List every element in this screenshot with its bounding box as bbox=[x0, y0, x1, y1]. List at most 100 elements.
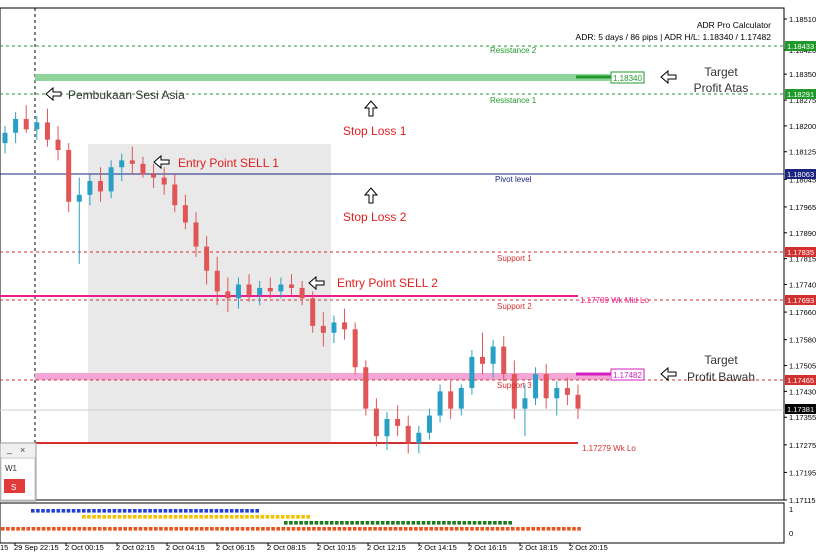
sell-button-label: S bbox=[11, 483, 16, 492]
candle-body bbox=[564, 387, 570, 395]
price-axis[interactable]: 1.185101.184201.183501.182751.182001.181… bbox=[784, 15, 816, 505]
indicator-dot bbox=[67, 527, 71, 531]
resistance1-label: Resistance 1 bbox=[490, 96, 537, 105]
indicator-dot bbox=[184, 527, 189, 531]
indicator-dot bbox=[350, 521, 354, 525]
indicator-dot bbox=[31, 509, 35, 513]
indicator-dot bbox=[219, 509, 224, 513]
indicator-dot bbox=[215, 527, 219, 531]
indicator-dot bbox=[127, 509, 132, 513]
indicator-dot bbox=[220, 527, 224, 531]
indicator-dot bbox=[368, 527, 372, 531]
wk-lo-label: 1.17279 Wk Lo bbox=[582, 444, 636, 453]
price-tick-label: 1.18510 bbox=[789, 15, 816, 24]
price-tick-label: 1.18125 bbox=[789, 148, 816, 157]
indicator-dot bbox=[174, 527, 178, 531]
wk-mid-label: 1.17709 Wk Mid Lo bbox=[580, 296, 649, 305]
indicator-dot bbox=[317, 527, 321, 531]
axis-tag-support1: 1.17835 bbox=[785, 247, 816, 257]
indicator-scale-bottom: 0 bbox=[789, 529, 793, 538]
indicator-dot bbox=[230, 527, 235, 531]
support1-label: Support 1 bbox=[497, 254, 532, 263]
candle-body bbox=[151, 174, 157, 178]
indicator-dot bbox=[31, 527, 36, 531]
axis-tag-resistance1-text: 1.18291 bbox=[787, 90, 814, 99]
axis-tag-support3-text: 1.17465 bbox=[787, 376, 814, 385]
indicator-dot bbox=[541, 527, 546, 531]
indicator-dot bbox=[112, 509, 117, 513]
indicator-dot bbox=[386, 521, 390, 525]
indicator-dot bbox=[301, 515, 305, 519]
indicator-dot bbox=[214, 515, 219, 519]
indicator-dot bbox=[424, 527, 428, 531]
indicator-dot bbox=[508, 521, 512, 525]
indicator-dot bbox=[102, 509, 106, 513]
price-tick-label: 1.17815 bbox=[789, 255, 816, 264]
indicator-dot bbox=[164, 527, 168, 531]
indicator-dot bbox=[122, 509, 127, 513]
sell-button[interactable] bbox=[4, 479, 25, 493]
indicator-dot bbox=[391, 521, 395, 525]
arrow-up-icon bbox=[363, 187, 379, 204]
indicator-dot bbox=[314, 521, 319, 525]
indicator-dot bbox=[447, 521, 451, 525]
indicator-dot bbox=[378, 527, 382, 531]
indicator-dot bbox=[97, 527, 102, 531]
indicator-dot bbox=[411, 521, 416, 525]
indicator-dot bbox=[92, 515, 96, 519]
price-tick-label: 1.17275 bbox=[789, 441, 816, 450]
candle-body bbox=[426, 415, 432, 433]
indicator-dot bbox=[103, 527, 107, 531]
indicator-dot bbox=[57, 527, 61, 531]
close-icon[interactable]: × bbox=[20, 445, 25, 455]
candle-body bbox=[34, 122, 40, 130]
indicator-dot bbox=[199, 509, 203, 513]
candle-body bbox=[193, 222, 199, 247]
time-axis[interactable]: 29 Sep 22:15 2 Oct 00:15 2 Oct 02:15 2 Oct … bbox=[14, 543, 608, 552]
indicator-scale-top: 1 bbox=[789, 505, 793, 514]
indicator-dot bbox=[503, 521, 507, 525]
indicator-dot bbox=[363, 527, 367, 531]
indicator-dot bbox=[521, 527, 525, 531]
candle-body bbox=[501, 346, 507, 375]
indicator-dot bbox=[493, 521, 497, 525]
target-high-tag-box bbox=[610, 71, 645, 84]
indicator-dot bbox=[260, 515, 265, 519]
indicator-dot bbox=[82, 509, 86, 513]
indicator-dot bbox=[36, 527, 41, 531]
indicator-name: ADR Pro Calculator bbox=[697, 20, 771, 30]
session-shade bbox=[88, 144, 331, 442]
indicator-dot bbox=[439, 527, 444, 531]
candle-body bbox=[98, 181, 103, 192]
indicator-dots bbox=[1, 509, 581, 531]
indicator-dot bbox=[122, 515, 127, 519]
candle-body bbox=[373, 408, 379, 437]
candle-body bbox=[310, 298, 316, 326]
indicator-dot bbox=[556, 527, 561, 531]
indicator-dot bbox=[41, 509, 45, 513]
indicator-dot bbox=[551, 527, 556, 531]
indicator-dot bbox=[472, 521, 477, 525]
indicator-dot bbox=[138, 515, 142, 519]
indicator-dot bbox=[358, 527, 362, 531]
entry-1-annotation: Entry Point SELL 1 bbox=[153, 154, 279, 170]
target-low-tag-box bbox=[610, 368, 645, 381]
price-tick-label: 1.18045 bbox=[789, 175, 816, 184]
time-tick-label: 2 Oct 06:15 bbox=[216, 543, 255, 552]
indicator-dot bbox=[355, 521, 359, 525]
indicator-dot bbox=[168, 509, 173, 513]
indicator-dot bbox=[148, 515, 152, 519]
indicator-dot bbox=[536, 527, 541, 531]
indicator-dot bbox=[322, 527, 326, 531]
minimize-icon[interactable]: _ bbox=[6, 444, 13, 454]
indicator-dot bbox=[62, 527, 66, 531]
indicator-dot bbox=[168, 515, 173, 519]
entry-2-annotation: Entry Point SELL 2 bbox=[308, 275, 438, 291]
indicator-dot bbox=[365, 521, 370, 525]
indicator-dot bbox=[516, 527, 520, 531]
indicator-dot bbox=[138, 509, 142, 513]
timeframe-window[interactable]: _ × W1 S bbox=[0, 442, 37, 502]
indicator-dot bbox=[309, 521, 314, 525]
time-axis-left-fragment: 15 bbox=[0, 543, 8, 552]
